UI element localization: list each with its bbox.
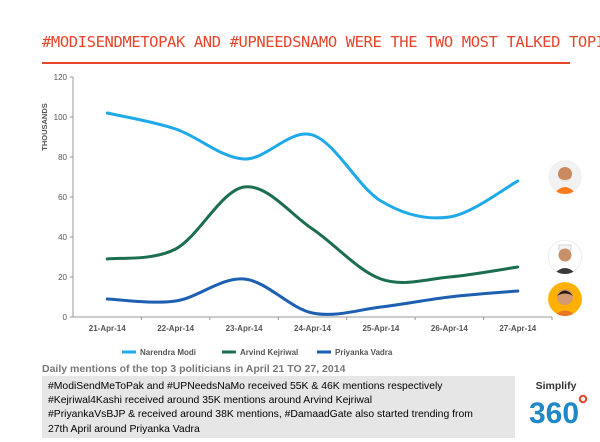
x-tick-label: 26-Apr-14 [431,324,468,333]
data-point [106,112,109,114]
data-point [311,134,314,136]
data-point [311,228,314,230]
note-line: #Kejriwal4Kashi received around 35K ment… [48,395,373,407]
data-point [311,312,314,314]
y-tick-label: 120 [54,73,68,82]
x-tick-label: 23-Apr-14 [226,324,263,333]
vadra-avatar-icon [548,282,582,316]
y-tick-label: 60 [58,193,67,202]
y-tick-label: 80 [58,153,67,162]
legend-label: Narendra Modi [140,348,196,357]
x-tick-label: 27-Apr-14 [499,324,536,333]
data-point [380,278,382,280]
notes-box: #ModiSendMeToPak and #UPNeedsNaMo receiv… [42,376,515,438]
note-line: #ModiSendMeToPak and #UPNeedsNaMo receiv… [48,381,443,392]
chart-caption: Daily mentions of the top 3 politicians … [42,363,346,375]
data-point [106,298,109,300]
data-point [243,278,245,280]
data-point [106,258,109,260]
y-axis-label: THOUSANDS [40,103,49,151]
x-tick-label: 21-Apr-14 [89,324,126,333]
data-point [243,186,245,188]
data-point [516,266,519,268]
logo-number: 360 [529,397,579,430]
x-tick-label: 22-Apr-14 [157,324,194,333]
data-point [448,216,451,218]
data-point [174,248,177,250]
series-line-priyanka-vadra [105,277,520,316]
y-tick-label: 0 [63,313,68,322]
data-point [174,128,177,130]
data-point [174,300,177,302]
series-line-narendra-modi [105,111,520,220]
data-point [380,306,382,308]
x-tick-label: 24-Apr-14 [294,324,331,333]
data-point [448,276,451,278]
data-point [516,180,519,182]
y-tick-label: 100 [54,113,68,122]
logo-degree-icon [578,394,588,404]
title-rule [42,62,570,64]
x-tick-label: 25-Apr-14 [362,324,399,333]
modi-avatar-icon [548,160,582,194]
note-line: #PriyankaVsBJP & received around 38K men… [48,409,473,421]
data-point [243,158,245,160]
data-point [516,290,519,292]
y-tick-label: 40 [58,233,67,242]
y-tick-label: 20 [58,273,67,282]
logo-text: Simplify [536,380,577,392]
legend-label: Arvind Kejriwal [240,348,298,357]
data-point [448,296,451,298]
line-chart: 0 20 40 60 80 100 120 THOUSANDS 21-Apr-14 22-Apr-… [40,73,553,357]
kejriwal-avatar-icon [548,240,582,274]
note-line: 27th April around Priyanka Vadra [48,423,200,435]
data-point [380,200,382,202]
simplify360-logo: Simplify 360 [517,375,595,437]
legend-label: Priyanka Vadra [335,348,393,357]
page-title: #MODISENDMETOPAK AND #UPNEEDSNAMO WERE T… [42,33,600,51]
series-line-arvind-kejriwal [105,185,520,284]
